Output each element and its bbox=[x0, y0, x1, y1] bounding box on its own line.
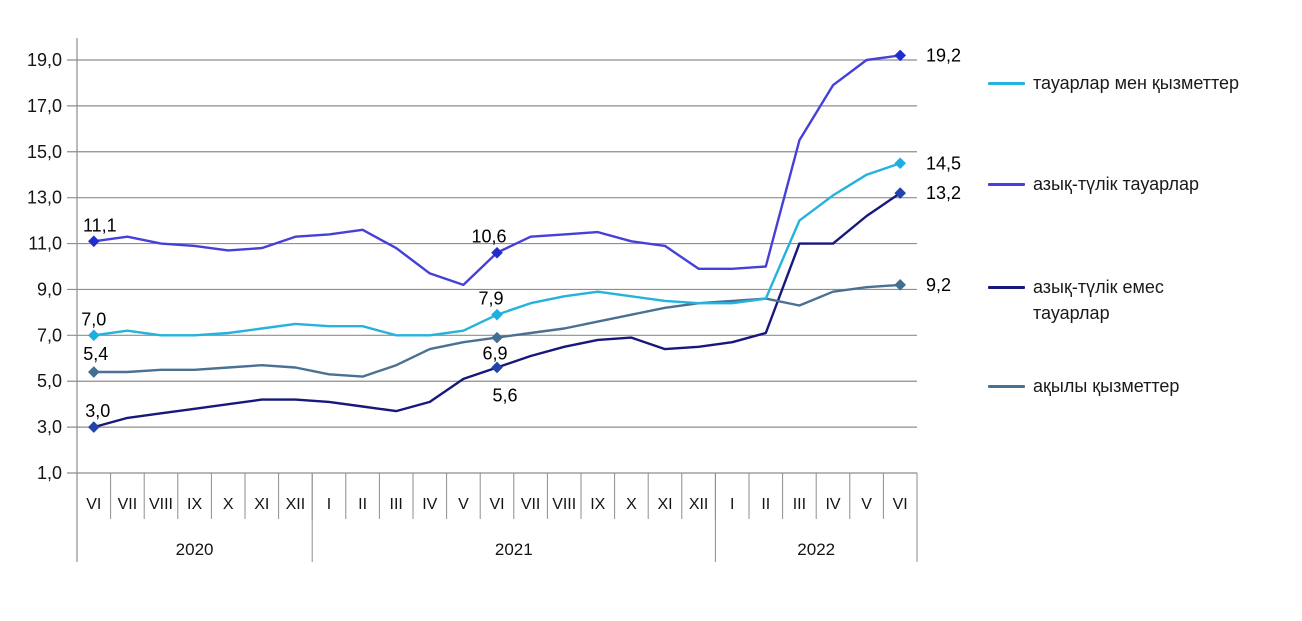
y-tick-label: 9,0 bbox=[37, 279, 62, 299]
x-tick-label: VII bbox=[521, 496, 541, 513]
data-point-marker-3 bbox=[88, 366, 100, 378]
data-point-label: 9,2 bbox=[926, 275, 951, 295]
legend-label-goods-and-services: тауарлар мен қызметтер bbox=[1033, 73, 1240, 93]
data-point-label: 19,2 bbox=[926, 45, 961, 65]
year-label: 2022 bbox=[797, 540, 835, 559]
x-tick-label: I bbox=[327, 496, 331, 513]
x-tick-label: IX bbox=[187, 496, 202, 513]
y-tick-label: 3,0 bbox=[37, 417, 62, 437]
data-point-label: 14,5 bbox=[926, 153, 961, 173]
x-tick-label: III bbox=[793, 496, 806, 513]
x-tick-label: X bbox=[223, 496, 234, 513]
y-tick-label: 7,0 bbox=[37, 325, 62, 345]
legend-label-food-products: азық-түлік тауарлар bbox=[1033, 174, 1200, 194]
data-point-marker-0 bbox=[491, 308, 503, 321]
legend-swatch-paid-services bbox=[988, 385, 1025, 388]
data-point-marker-0 bbox=[894, 157, 906, 170]
x-tick-label: XII bbox=[689, 496, 709, 513]
legend-item-goods-and-services: тауарлар мен қызметтер bbox=[988, 70, 1239, 96]
data-point-label: 11,1 bbox=[83, 215, 117, 235]
y-tick-label: 17,0 bbox=[27, 96, 62, 116]
x-tick-label: VI bbox=[86, 496, 101, 513]
data-point-marker-3 bbox=[894, 279, 906, 291]
data-point-marker-2 bbox=[894, 187, 906, 199]
x-tick-label: X bbox=[626, 496, 637, 513]
data-point-marker-2 bbox=[491, 361, 503, 374]
x-tick-label: XI bbox=[657, 496, 672, 513]
legend-swatch-goods-and-services bbox=[988, 82, 1025, 85]
data-point-label: 6,9 bbox=[482, 344, 507, 364]
x-tick-label: III bbox=[390, 496, 403, 513]
x-tick-label: VIII bbox=[552, 496, 576, 513]
legend-label-non-food-products-line2: тауарлар bbox=[1033, 303, 1110, 323]
x-tick-label: IV bbox=[422, 496, 437, 513]
year-label: 2021 bbox=[495, 540, 533, 559]
x-tick-label: IV bbox=[825, 496, 840, 513]
x-tick-label: VIII bbox=[149, 496, 173, 513]
legend-swatch-non-food-products bbox=[988, 286, 1025, 289]
data-point-label: 5,6 bbox=[492, 385, 517, 405]
x-tick-label: XI bbox=[254, 496, 269, 513]
data-point-label: 10,6 bbox=[471, 227, 506, 247]
x-tick-label: VII bbox=[118, 496, 138, 513]
y-tick-label: 15,0 bbox=[27, 142, 62, 162]
legend-label-paid-services: ақылы қызметтер bbox=[1033, 376, 1180, 396]
x-tick-label: XII bbox=[286, 496, 306, 513]
x-tick-label: II bbox=[761, 496, 770, 513]
legend-label-non-food-products-line1: азық-түлік емес bbox=[1033, 277, 1164, 297]
data-point-label: 13,2 bbox=[926, 183, 961, 203]
data-point-marker-1 bbox=[491, 246, 503, 259]
legend-item-paid-services: ақылы қызметтер bbox=[988, 373, 1179, 399]
x-tick-label: II bbox=[358, 496, 367, 513]
x-tick-label: I bbox=[730, 496, 734, 513]
y-tick-label: 19,0 bbox=[27, 50, 62, 70]
year-label: 2020 bbox=[176, 540, 214, 559]
data-point-label: 7,9 bbox=[478, 289, 503, 309]
legend-item-food-products: азық-түлік тауарлар bbox=[988, 171, 1199, 197]
y-tick-label: 11,0 bbox=[28, 234, 62, 254]
legend-item-non-food-products: азық-түлік емес тауарлар bbox=[988, 274, 1164, 326]
x-tick-label: V bbox=[861, 496, 872, 513]
x-tick-label: V bbox=[458, 496, 469, 513]
x-tick-label: IX bbox=[590, 496, 605, 513]
data-point-label: 3,0 bbox=[85, 401, 110, 421]
data-point-marker-1 bbox=[88, 235, 100, 248]
y-tick-label: 5,0 bbox=[37, 371, 62, 391]
data-point-label: 5,4 bbox=[83, 344, 108, 364]
data-point-label: 7,0 bbox=[81, 309, 106, 329]
data-point-marker-0 bbox=[88, 329, 100, 342]
y-tick-label: 1,0 bbox=[37, 463, 62, 483]
data-point-marker-2 bbox=[88, 421, 100, 433]
data-point-marker-1 bbox=[894, 49, 906, 62]
legend-swatch-food-products bbox=[988, 183, 1025, 186]
x-tick-label: VI bbox=[489, 496, 504, 513]
x-tick-label: VI bbox=[893, 496, 908, 513]
y-tick-label: 13,0 bbox=[27, 188, 62, 208]
data-point-marker-3 bbox=[491, 331, 503, 344]
